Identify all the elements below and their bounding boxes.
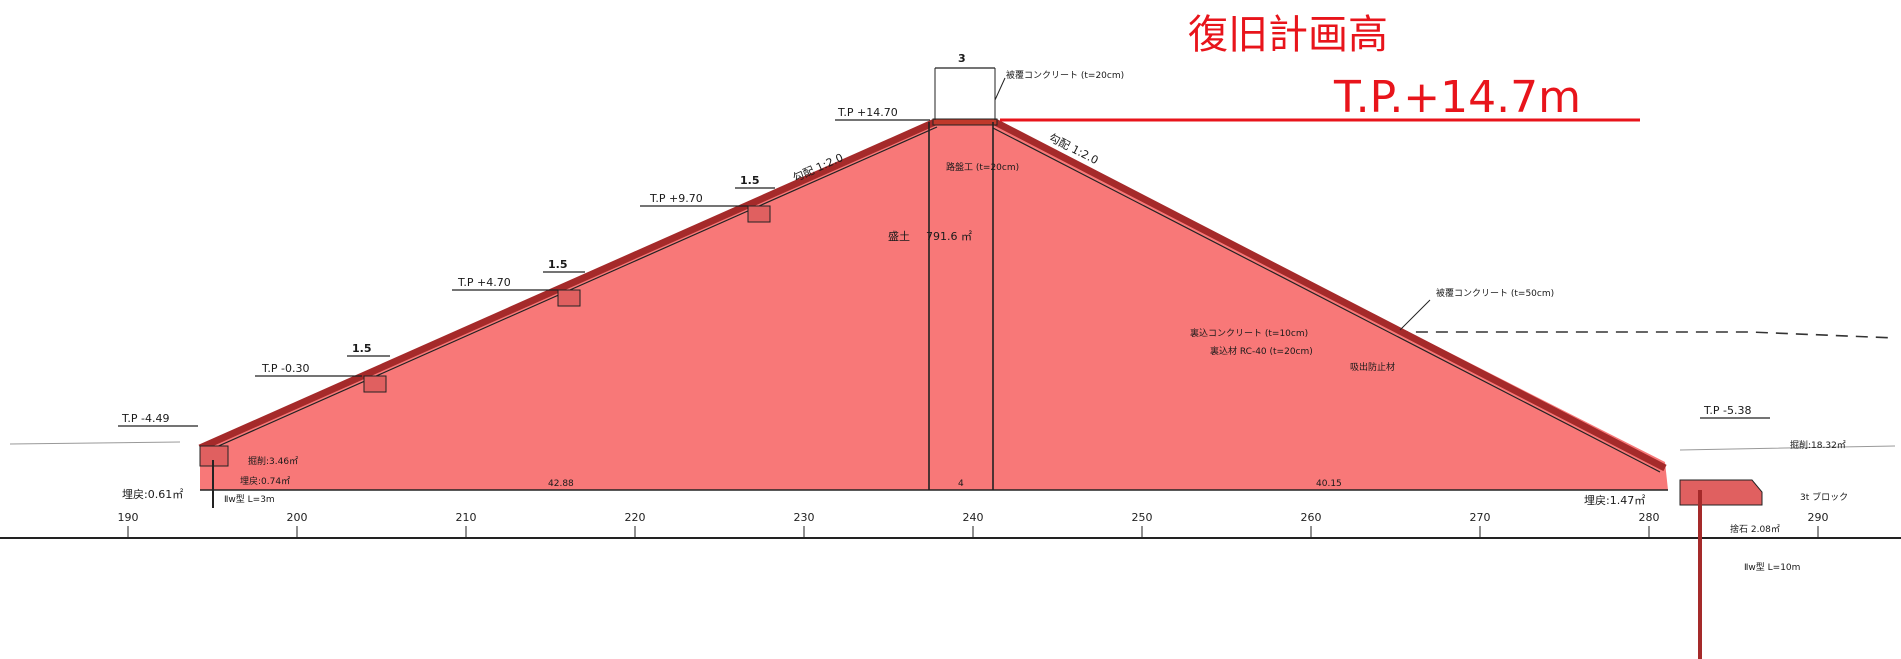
left-toe-annotations: T.P -4.49 掘削:3.46㎡ 埋戻:0.74㎡ 埋戻:0.61㎡ Ⅱw型…	[118, 412, 298, 505]
filter-label: 吸出防止材	[1350, 361, 1395, 373]
axis-tick-label: 260	[1301, 511, 1322, 524]
fill-label-group: 盛土 791.6 ㎡	[888, 229, 972, 243]
left-toe-excavation: 掘削:3.46㎡	[248, 455, 298, 467]
axis-tick-label: 250	[1132, 511, 1153, 524]
axis-tick-label: 290	[1808, 511, 1829, 524]
berm-1-width: 1.5	[740, 174, 760, 187]
fill-label: 盛土	[888, 229, 910, 243]
right-toe-level: T.P -5.38	[1703, 404, 1752, 417]
left-toe-level: T.P -4.49	[121, 412, 170, 425]
base-dim-left: 42.88	[548, 479, 574, 489]
fill-area: 791.6 ㎡	[926, 230, 972, 243]
axis-tick-label: 210	[456, 511, 477, 524]
berm-2-width: 1.5	[548, 258, 568, 271]
berm-1-level: T.P +9.70	[649, 192, 703, 205]
original-ground-line	[9, 441, 1896, 451]
right-toe-excavation: 掘削:18.32㎡	[1790, 439, 1846, 451]
left-slope-armor	[198, 118, 937, 452]
berm-2-level: T.P +4.70	[457, 276, 511, 289]
crest-surface-leader	[994, 77, 1006, 101]
right-toe-backfill: 埋戻:1.47㎡	[1584, 494, 1645, 507]
right-toe-pile: Ⅱw型 L=10m	[1744, 562, 1800, 573]
right-toe-annotations: T.P -5.38 掘削:18.32㎡ 埋戻:1.47㎡ 3t ブロック 捨石 …	[1584, 404, 1848, 573]
crest-annotations: 3 T.P +14.70 被覆コンクリート (t=20cm) 路盤工 (t=20…	[835, 52, 1124, 173]
axis-tick-label: 200	[287, 511, 308, 524]
right-toe-block: 3t ブロック	[1800, 491, 1848, 503]
axis-tick-label: 230	[794, 511, 815, 524]
recovery-height-value: T.P.+14.7m	[1333, 72, 1581, 123]
axis-tick-label: 190	[118, 511, 139, 524]
base-dimensions: 42.88 4 40.15	[548, 479, 1342, 489]
base-dim-right: 40.15	[1316, 479, 1342, 489]
back-material-label: 裏込材 RC-40 (t=20cm)	[1210, 345, 1313, 357]
right-toe-rubble: 捨石 2.08㎡	[1730, 523, 1780, 535]
crest-width-label: 3	[958, 52, 966, 65]
axis-tick-label: 270	[1470, 511, 1491, 524]
recovery-title: 復旧計画高	[1188, 12, 1388, 58]
crest-surface-label: 被覆コンクリート (t=20cm)	[1006, 69, 1124, 81]
right-slope-layer-labels: 被覆コンクリート (t=50cm) 裏込コンクリート (t=10cm) 裏込材 …	[1190, 287, 1554, 373]
berm-annotations: T.P +9.70 1.5 T.P +4.70 1.5 T.P -0.30 1.…	[255, 174, 775, 377]
base-dim-center: 4	[958, 479, 964, 489]
right-slope-armor	[993, 118, 1667, 472]
axis-tick-label: 240	[963, 511, 984, 524]
berm-3-width: 1.5	[352, 342, 372, 355]
crest-cap	[932, 118, 998, 126]
axis-tick-label: 280	[1639, 511, 1660, 524]
fill-embankment	[200, 122, 1668, 490]
axis-ticks: 190 200 210 220 230 240 250 260 270 280 290	[118, 511, 1829, 538]
right-slope-outline	[992, 127, 1661, 473]
left-toe-backfill-outer: 埋戻:0.61㎡	[122, 488, 183, 501]
berm-3-level: T.P -0.30	[261, 362, 310, 375]
cover-concrete-leader	[1399, 299, 1431, 331]
recovery-height-callout: 復旧計画高 T.P.+14.7m	[1000, 12, 1640, 123]
crest-road-label: 路盤工 (t=20cm)	[946, 161, 1019, 173]
right-toe-block	[1679, 479, 1763, 506]
left-toe-backfill-inner: 埋戻:0.74㎡	[240, 475, 290, 487]
axis-tick-label: 220	[625, 511, 646, 524]
back-concrete-label: 裏込コンクリート (t=10cm)	[1190, 327, 1308, 339]
crest-level-label: T.P +14.70	[837, 106, 898, 119]
berm-step-3	[363, 375, 387, 393]
berm-step-1	[747, 205, 771, 223]
levee-body	[198, 118, 1763, 659]
left-toe-pile: Ⅱw型 L=3m	[224, 494, 275, 505]
berm-step-2	[557, 289, 581, 307]
cover-concrete-label: 被覆コンクリート (t=50cm)	[1436, 287, 1554, 299]
